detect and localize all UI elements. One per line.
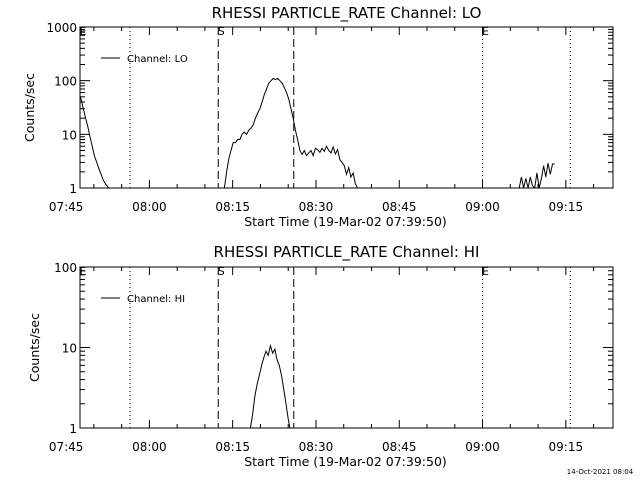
x-tick-label: 08:00 bbox=[132, 440, 167, 454]
chart-title-lo: RHESSI PARTICLE_RATE Channel: LO bbox=[212, 4, 482, 23]
marker-label: E bbox=[482, 25, 489, 38]
marker-label: E bbox=[80, 265, 87, 278]
series-line-lo bbox=[223, 77, 359, 188]
series-line-hi bbox=[38, 396, 44, 428]
y-tick-label: 1 bbox=[69, 182, 77, 196]
chart-title-hi: RHESSI PARTICLE_RATE Channel: HI bbox=[214, 243, 480, 262]
y-tick-label: 100 bbox=[54, 75, 77, 89]
legend-entry: Channel: HI bbox=[127, 294, 185, 305]
y-axis-label: Counts/sec bbox=[27, 313, 42, 382]
y-tick-label: 1 bbox=[69, 422, 77, 436]
legend-entry: Channel: LO bbox=[127, 54, 188, 65]
x-tick-label: 08:45 bbox=[382, 200, 417, 214]
footer-timestamp: 14-Oct-2021 08:04 bbox=[567, 468, 634, 476]
x-tick-label: 07:45 bbox=[49, 440, 84, 454]
x-tick-label: 09:00 bbox=[465, 440, 500, 454]
marker-label: E bbox=[80, 25, 87, 38]
series-line-lo bbox=[518, 163, 555, 188]
plot-frame bbox=[79, 266, 614, 429]
x-tick-label: 09:00 bbox=[465, 200, 500, 214]
panel-hi: RHESSI PARTICLE_RATE Channel: HI 07:45 08:… bbox=[27, 243, 614, 469]
marker-label: E bbox=[482, 265, 489, 278]
x-axis-label: Start Time (19-Mar-02 07:39:50) bbox=[244, 214, 447, 229]
y-tick-label: 100 bbox=[54, 261, 77, 275]
plot-frame bbox=[79, 26, 614, 189]
y-axis-label: Counts/sec bbox=[22, 73, 37, 142]
x-axis-label: Start Time (19-Mar-02 07:39:50) bbox=[244, 454, 447, 469]
x-tick-label: 07:45 bbox=[49, 200, 84, 214]
x-tick-label: 08:15 bbox=[215, 200, 250, 214]
x-tick-label: 08:00 bbox=[132, 200, 167, 214]
series-line-lo bbox=[80, 94, 110, 188]
marker-label: S bbox=[218, 25, 225, 38]
y-tick-label: 10 bbox=[62, 342, 77, 356]
panel-lo: RHESSI PARTICLE_RATE Channel: LO 07:45 08:… bbox=[22, 4, 614, 229]
y-tick-label: 10 bbox=[62, 128, 77, 142]
x-tick-label: 09:15 bbox=[549, 200, 584, 214]
x-tick-label: 08:15 bbox=[215, 440, 250, 454]
x-tick-label: 08:30 bbox=[299, 200, 334, 214]
x-tick-label: 08:30 bbox=[299, 440, 334, 454]
y-tick-label: 1000 bbox=[46, 21, 77, 35]
marker-label: S bbox=[218, 265, 225, 278]
x-tick-label: 09:15 bbox=[549, 440, 584, 454]
x-tick-label: 08:45 bbox=[382, 440, 417, 454]
series-line-hi bbox=[249, 343, 291, 428]
